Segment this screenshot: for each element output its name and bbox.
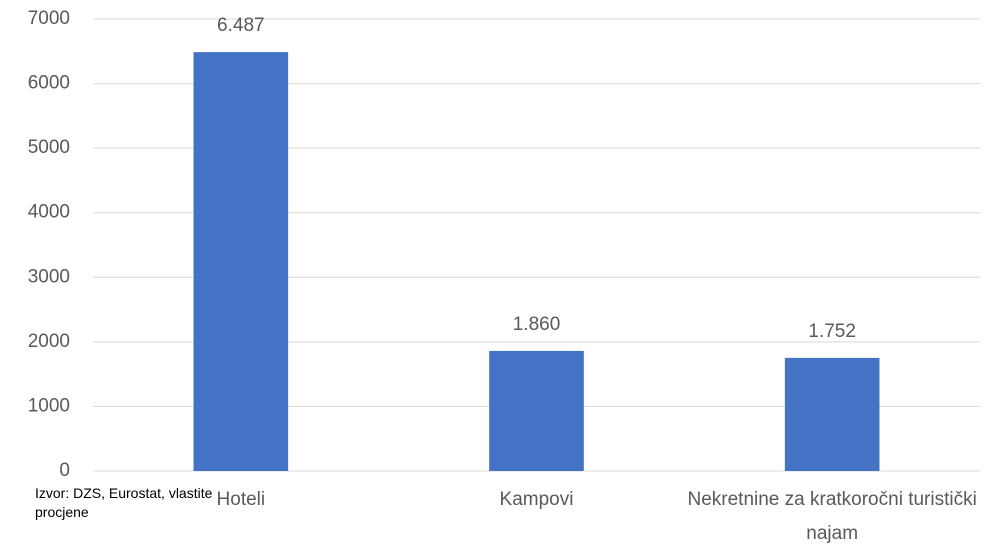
y-tick-label: 1000	[28, 395, 70, 416]
bar	[193, 52, 289, 471]
y-tick-label: 4000	[28, 202, 70, 223]
data-label: 6.487	[217, 15, 265, 36]
x-tick-label: Hoteli	[216, 489, 266, 510]
y-tick-label: 0	[59, 460, 70, 481]
y-tick-label: 7000	[28, 8, 70, 29]
y-tick-label: 2000	[28, 331, 70, 352]
bar	[784, 357, 880, 471]
y-tick-label: 3000	[28, 266, 70, 287]
data-label: 1.860	[513, 314, 561, 335]
source-note: Izvor: DZS, Eurostat, vlastite procjene	[35, 485, 213, 520]
y-tick-label: 6000	[28, 73, 70, 94]
x-tick-label: Nekretnine za kratkoročni turistički naj…	[687, 489, 977, 544]
bar	[489, 350, 584, 471]
y-tick-label: 5000	[28, 137, 70, 158]
x-tick-label: Kampovi	[499, 489, 574, 510]
data-label: 1.752	[808, 321, 856, 342]
